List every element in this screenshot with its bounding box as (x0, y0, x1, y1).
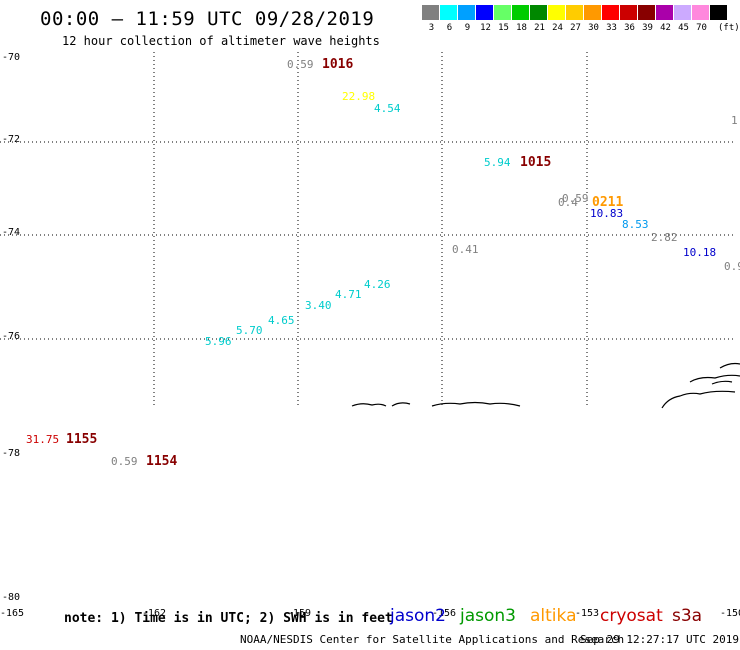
map-title: 00:00 — 11:59 UTC 09/28/2019 (40, 8, 375, 30)
scale-label: 15 (498, 23, 509, 33)
longitude-label: -165 (0, 608, 24, 619)
scale-swatch (710, 5, 727, 20)
latitude-label: -74 (2, 227, 20, 238)
latitude-label: -70 (2, 52, 20, 63)
wave-height-label: 5.70 (236, 324, 263, 337)
map-subtitle: 12 hour collection of altimeter wave hei… (62, 34, 380, 48)
latitude-label: -78 (2, 448, 20, 459)
scale-label: 70 (696, 23, 707, 33)
scale-swatch (602, 5, 619, 20)
coastline (351, 362, 740, 409)
longitude-label: -150 (720, 608, 740, 619)
wave-height-label: 0.59 (562, 192, 589, 205)
scale-label: 18 (516, 23, 527, 33)
scale-label: 3 (428, 23, 435, 33)
wave-height-label: 8.53 (622, 218, 649, 231)
scale-swatch (494, 5, 511, 20)
scale-label: 39 (642, 23, 653, 33)
wave-height-label: 0.59 (287, 58, 314, 71)
pass-time-label: 1154 (146, 454, 177, 469)
wave-height-label: 4.71 (335, 288, 362, 301)
pass-time-label: 1015 (520, 155, 551, 170)
coastline-ross-ice-shelf (351, 401, 521, 407)
scale-label: 33 (606, 23, 617, 33)
wave-height-label: 31.75 (26, 433, 59, 446)
scale-label: 9 (464, 23, 471, 33)
wave-height-label: 5.94 (484, 156, 511, 169)
wave-height-label: 0.4 (558, 196, 578, 209)
credit-line: NOAA/NESDIS Center for Satellite Applica… (240, 633, 625, 646)
wave-height-label: 0.9 (724, 260, 740, 273)
wave-height-label: 1. (731, 114, 740, 127)
latitude-label: -72 (2, 134, 20, 145)
longitude-label: -159 (287, 608, 311, 619)
wave-height-label: 4.54 (374, 102, 401, 115)
scale-label: 21 (534, 23, 545, 33)
scale-swatch (638, 5, 655, 20)
scale-swatch (566, 5, 583, 20)
scale-swatch (548, 5, 565, 20)
wave-height-label: 4.26 (364, 278, 391, 291)
wave-height-label: 10.83 (590, 207, 623, 220)
latitude-label: -80 (2, 592, 20, 603)
scale-swatch (692, 5, 709, 20)
scale-swatch (656, 5, 673, 20)
scale-swatch (476, 5, 493, 20)
wave-height-label: 2.82 (651, 231, 678, 244)
scale-swatch (674, 5, 691, 20)
wave-height-label: 0.41 (452, 243, 479, 256)
latitude-label: -76 (2, 331, 20, 342)
wave-height-label: 5.96 (205, 335, 232, 348)
pass-time-label: 1016 (322, 57, 353, 72)
pass-time-label: 0211 (592, 195, 623, 210)
graticule (0, 52, 735, 406)
scale-unit: (ft) (718, 23, 740, 33)
scale-label: 30 (588, 23, 599, 33)
longitude-label: -156 (432, 608, 456, 619)
scale-swatch (458, 5, 475, 20)
coastline-east (661, 362, 740, 409)
wave-height-label: 22.98 (342, 90, 375, 103)
longitude-label: -153 (575, 608, 599, 619)
scale-label: 36 (624, 23, 635, 33)
scale-swatch (512, 5, 529, 20)
wave-height-label: 3.40 (305, 299, 332, 312)
mission-jason3: jason3 (460, 606, 516, 626)
scale-swatch (584, 5, 601, 20)
pass-time-label: 1155 (66, 432, 97, 447)
mission-altika: altika (530, 606, 577, 626)
wave-height-label: 10.18 (683, 246, 716, 259)
scale-swatch (620, 5, 637, 20)
scale-label: 42 (660, 23, 671, 33)
mission-jason2: jason2 (390, 606, 446, 626)
footer-note: note: 1) Time is in UTC; 2) SWH is in fe… (64, 611, 393, 626)
scale-label: 45 (678, 23, 689, 33)
scale-label: 12 (480, 23, 491, 33)
longitude-label: -162 (142, 608, 166, 619)
generation-timestamp: Sep 29 12:27:17 UTC 2019 (580, 633, 739, 646)
wave-height-label: 4.65 (268, 314, 295, 327)
scale-swatch (530, 5, 547, 20)
scale-label: 6 (446, 23, 453, 33)
scale-label: 27 (570, 23, 581, 33)
scale-label: 24 (552, 23, 563, 33)
mission-cryosat: cryosat (600, 606, 663, 626)
scale-swatch (440, 5, 457, 20)
scale-swatch (422, 5, 439, 20)
wave-height-label: 0.59 (111, 455, 138, 468)
mission-s3a: s3a (672, 606, 703, 626)
